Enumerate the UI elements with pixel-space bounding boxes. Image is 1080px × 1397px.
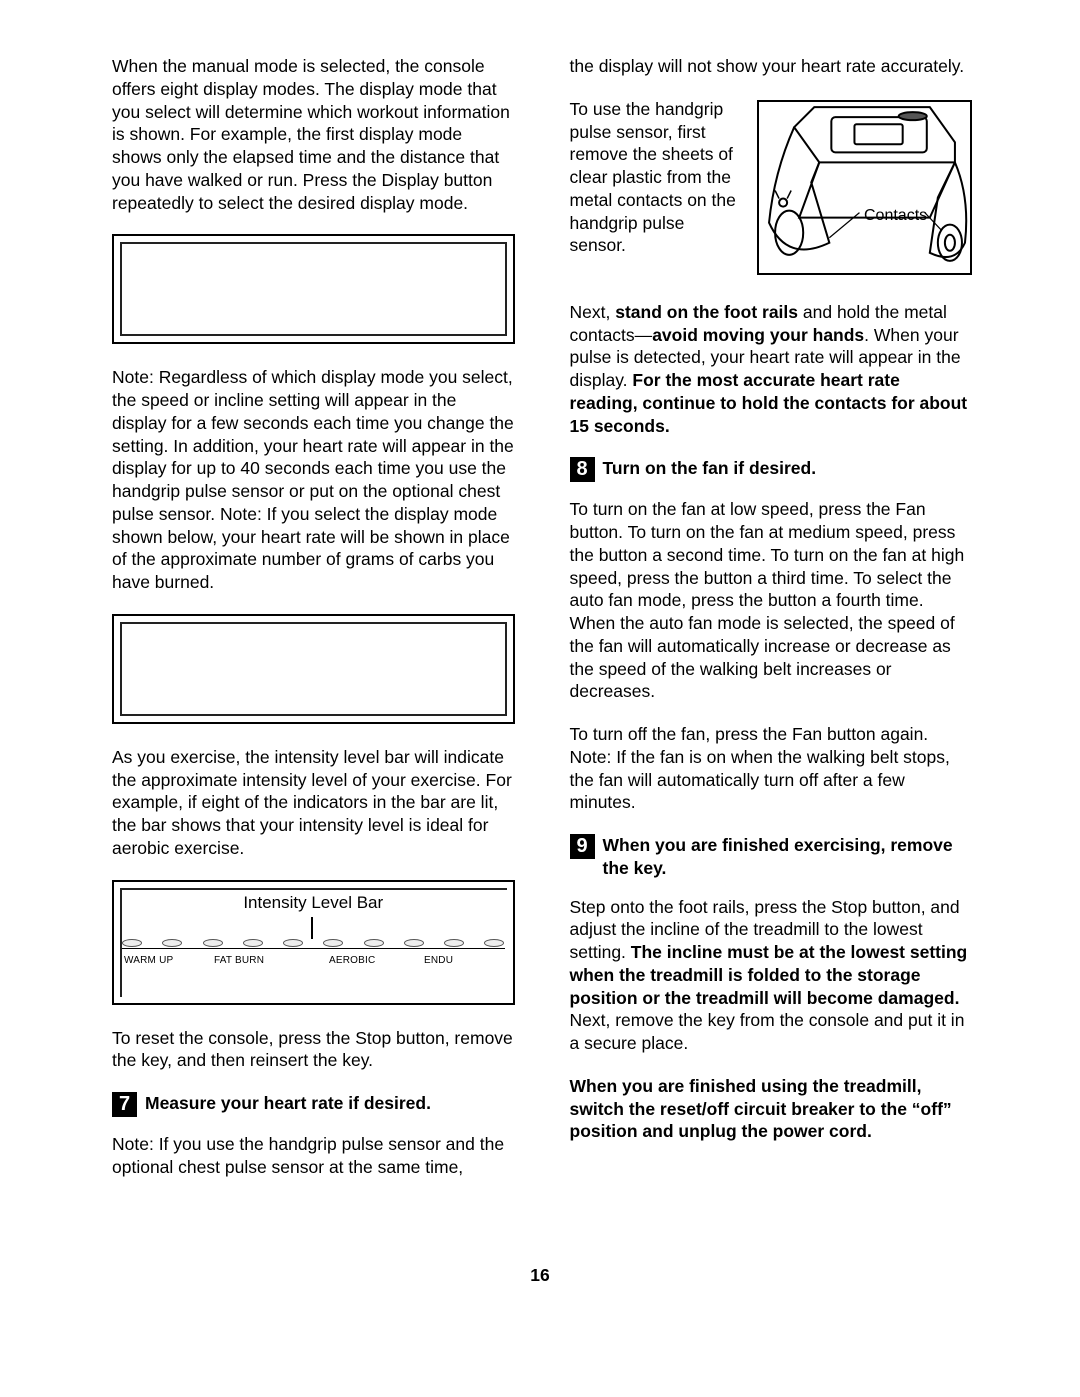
intensity-title: Intensity Level Bar <box>243 892 383 914</box>
left-para-3: As you exercise, the intensity level bar… <box>112 746 515 860</box>
step-7-number: 7 <box>112 1092 137 1117</box>
right-para-1: the display will not show your heart rat… <box>570 55 973 78</box>
ibar-warmup: WARM UP <box>124 954 214 967</box>
left-para-1: When the manual mode is selected, the co… <box>112 55 515 214</box>
intensity-oval <box>484 939 504 947</box>
handgrip-text: To use the handgrip pulse sensor, first … <box>570 99 736 256</box>
display-figure-2 <box>112 614 515 724</box>
p2b-b1: stand on the foot rails <box>615 302 798 322</box>
intensity-scale-labels: WARM UP FAT BURN AEROBIC ENDU <box>124 954 513 967</box>
handgrip-wrap: Contacts To use the handgrip pulse senso… <box>570 98 973 281</box>
intensity-oval <box>122 939 142 947</box>
intensity-oval <box>444 939 464 947</box>
s9p1c: Next, remove the key from the console an… <box>570 1010 965 1053</box>
left-column: When the manual mode is selected, the co… <box>112 55 515 1199</box>
step-7-body: Note: If you use the handgrip pulse sens… <box>112 1133 515 1179</box>
handgrip-figure: Contacts <box>757 100 972 275</box>
right-column: the display will not show your heart rat… <box>570 55 973 1199</box>
p2b-b2: avoid moving your hands <box>652 325 864 345</box>
p2b-pre: Next, <box>570 302 616 322</box>
intensity-ovals <box>122 939 505 949</box>
intensity-oval <box>404 939 424 947</box>
step-9-header: 9 When you are finished exercising, remo… <box>570 834 973 880</box>
right-para-2b: Next, stand on the foot rails and hold t… <box>570 301 973 438</box>
display-figure-1-inner <box>120 242 507 336</box>
left-para-2: Note: Regardless of which display mode y… <box>112 366 515 594</box>
step-9-para-2: When you are finished using the treadmil… <box>570 1075 973 1143</box>
display-figure-1 <box>112 234 515 344</box>
ibar-endu: ENDU <box>424 954 453 967</box>
step-7-header: 7 Measure your heart rate if desired. <box>112 1092 515 1117</box>
step-8-title: Turn on the fan if desired. <box>603 457 973 480</box>
page-content: When the manual mode is selected, the co… <box>0 0 1080 1199</box>
handgrip-svg <box>759 102 970 273</box>
ibar-aerobic: AEROBIC <box>329 954 424 967</box>
left-para-4: To reset the console, press the Stop but… <box>112 1027 515 1073</box>
page-number: 16 <box>530 1264 549 1287</box>
step-8-header: 8 Turn on the fan if desired. <box>570 457 973 482</box>
step-9-number: 9 <box>570 834 595 859</box>
contacts-label: Contacts <box>864 206 927 227</box>
ibar-fatburn: FAT BURN <box>214 954 329 967</box>
display-figure-2-inner <box>120 622 507 716</box>
step-7-title: Measure your heart rate if desired. <box>145 1092 515 1115</box>
step-8-para-2: To turn off the fan, press the Fan butto… <box>570 723 973 814</box>
step-8-number: 8 <box>570 457 595 482</box>
intensity-oval <box>364 939 384 947</box>
step-8-para-1: To turn on the fan at low speed, press t… <box>570 498 973 703</box>
step-9-para-1: Step onto the foot rails, press the Stop… <box>570 896 973 1055</box>
intensity-oval <box>203 939 223 947</box>
intensity-oval <box>162 939 182 947</box>
intensity-oval <box>283 939 303 947</box>
step-9-title: When you are finished exercising, remove… <box>603 834 973 880</box>
intensity-oval <box>323 939 343 947</box>
intensity-figure: Intensity Level Bar WARM UP FAT BURN AER… <box>112 880 515 1005</box>
intensity-oval <box>243 939 263 947</box>
intensity-arrow <box>311 917 313 939</box>
